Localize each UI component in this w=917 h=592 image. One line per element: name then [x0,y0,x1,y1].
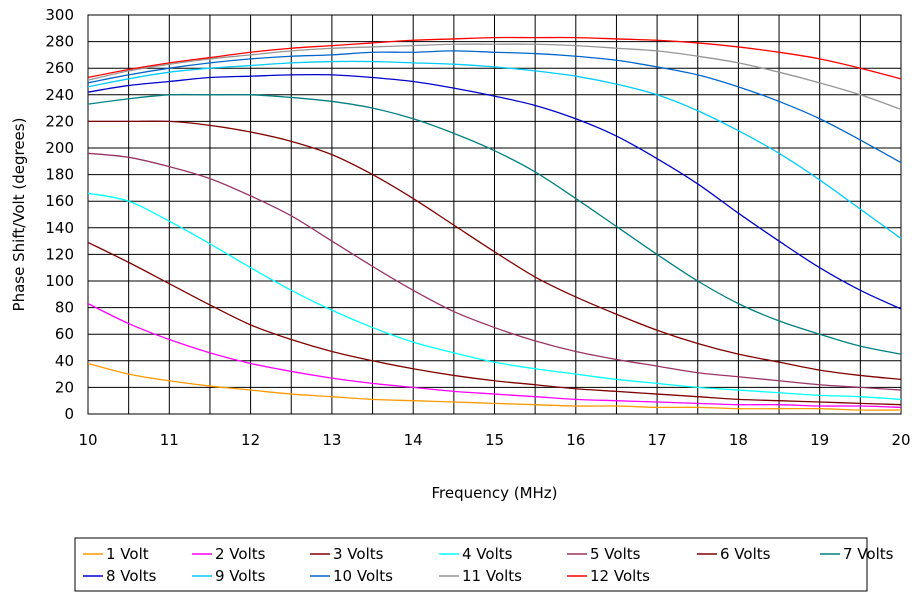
legend-item: 4 Volts [439,545,513,563]
series-line [87,303,902,408]
series-line [87,36,902,80]
y-tick-label: 120 [45,245,74,263]
x-axis-title: Frequency (MHz) [431,484,557,502]
legend-item: 8 Volts [83,567,157,585]
y-tick-label: 220 [45,112,74,130]
y-axis-title: Phase Shift/Volt (degrees) [10,118,28,312]
y-tick-label: 100 [45,272,74,290]
legend-item: 2 Volts [192,545,266,563]
series-lines [87,36,902,411]
y-tick-label: 140 [45,219,74,237]
grid-lines [87,14,902,415]
x-tick-label: 12 [241,431,260,449]
legend: 1 Volt 2 Volts 3 Volts 4 Volts 5 Volts 6 Volt… [74,537,894,592]
series-line [87,43,902,111]
legend-label: 11 Volts [462,567,522,585]
legend-label: 2 Volts [215,545,266,563]
series-line [87,362,902,411]
plot-area-frame [87,14,902,415]
legend-label: 1 Volt [106,545,149,563]
x-tick-label: 11 [160,431,179,449]
series-line [87,60,902,239]
series-line [87,241,902,406]
legend-item: 5 Volts [567,545,641,563]
y-axis-tick-labels: 0 20 40 60 80 100 120 140 160 180 200 220 240 260 280 3… [45,6,74,423]
series-line [87,120,902,381]
y-tick-label: 300 [45,6,74,24]
legend-item: 1 Volt [83,545,149,563]
y-tick-label: 160 [45,192,74,210]
legend-label: 6 Volts [720,545,771,563]
x-tick-label: 17 [648,431,667,449]
legend-label: 5 Volts [590,545,641,563]
series-line [87,152,902,391]
legend-label: 10 Volts [333,567,393,585]
y-tick-label: 80 [55,299,74,317]
legend-item: 10 Volts [310,567,393,585]
y-tick-label: 60 [55,325,74,343]
series-line [87,192,902,401]
x-tick-label: 15 [485,431,504,449]
legend-item: 9 Volts [192,567,266,585]
legend-label: 3 Volts [333,545,384,563]
legend-label: 8 Volts [106,567,157,585]
x-tick-label: 20 [891,431,910,449]
y-tick-label: 20 [55,378,74,396]
y-tick-label: 40 [55,352,74,370]
x-tick-label: 16 [566,431,585,449]
x-tick-label: 10 [78,431,97,449]
legend-box [74,537,868,592]
series-line [87,73,902,310]
x-axis-tick-labels: 10 11 12 13 14 15 16 17 18 19 20 [78,431,910,449]
x-tick-label: 18 [729,431,748,449]
legend-label: 7 Volts [843,545,894,563]
legend-item: 6 Volts [697,545,771,563]
legend-item: 11 Volts [439,567,522,585]
legend-item: 3 Volts [310,545,384,563]
x-tick-label: 13 [322,431,341,449]
series-line [87,50,902,164]
y-tick-label: 180 [45,166,74,184]
series-line [87,93,902,355]
legend-label: 12 Volts [590,567,650,585]
y-tick-label: 0 [64,405,74,423]
y-tick-label: 240 [45,86,74,104]
legend-label: 4 Volts [462,545,513,563]
x-tick-label: 14 [404,431,423,449]
y-tick-label: 280 [45,33,74,51]
y-tick-label: 200 [45,139,74,157]
y-tick-label: 260 [45,59,74,77]
legend-item: 12 Volts [567,567,650,585]
x-tick-label: 19 [810,431,829,449]
legend-label: 9 Volts [215,567,266,585]
legend-item: 7 Volts [820,545,894,563]
